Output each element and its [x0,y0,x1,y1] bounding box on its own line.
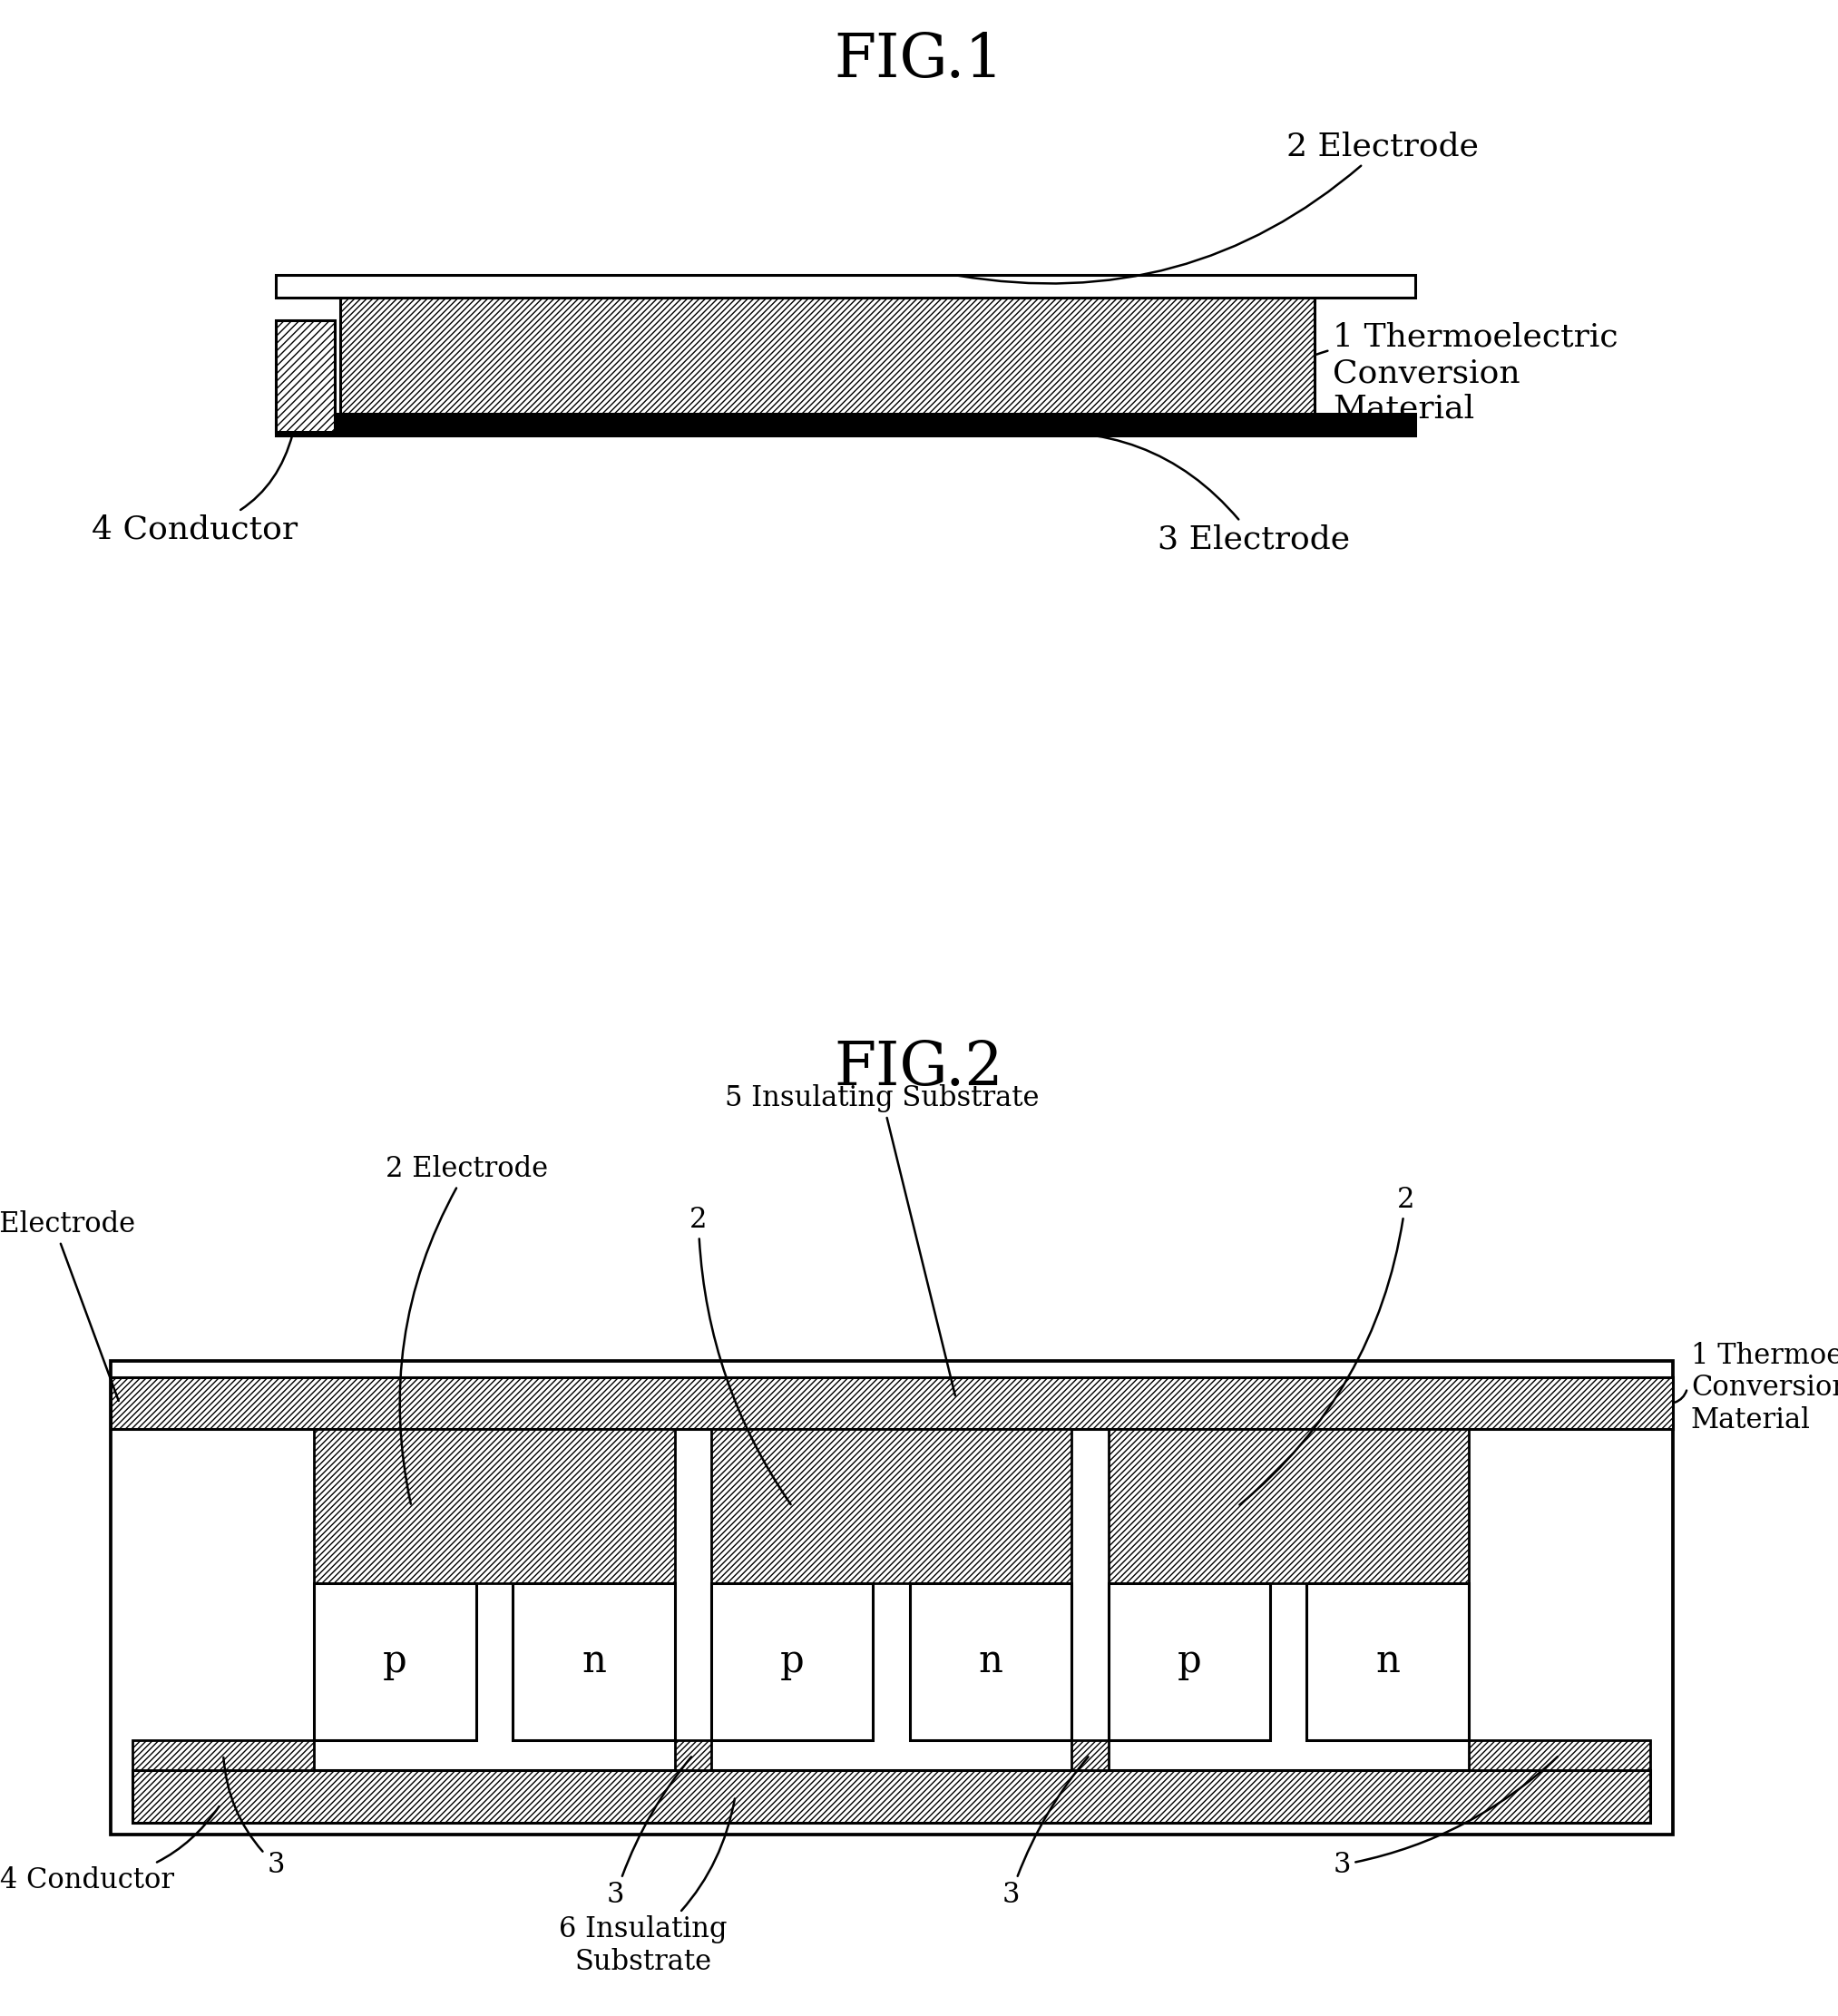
Bar [1072,1740,1108,1770]
Text: n: n [978,1643,1004,1681]
Bar [276,413,1415,435]
Text: 3: 3 [607,1756,691,1909]
Text: p: p [382,1643,408,1681]
Text: n: n [1375,1643,1401,1681]
Bar [110,1377,1673,1429]
Text: 1 Thermoelectric
Conversion
Material: 1 Thermoelectric Conversion Material [1691,1341,1838,1435]
Bar [276,274,1415,296]
Bar [340,296,1314,413]
Text: 6 Insulating
Substrate: 6 Insulating Substrate [559,1798,735,1976]
Text: 2: 2 [1239,1185,1415,1504]
Bar [132,1740,314,1770]
Text: 3: 3 [224,1758,285,1879]
Bar [314,1429,675,1585]
Text: 2 Electrode: 2 Electrode [958,131,1480,284]
Bar [110,1361,1673,1835]
Text: 4 Conductor: 4 Conductor [92,433,298,544]
Text: 3: 3 [1002,1756,1088,1909]
Text: FIG.2: FIG.2 [834,1038,1004,1097]
Text: FIG.1: FIG.1 [834,30,1004,89]
Text: 3 Electrode: 3 Electrode [0,1212,134,1401]
Bar [1307,1585,1469,1740]
Bar [675,1740,711,1770]
Bar [513,1585,675,1740]
Text: 3: 3 [1333,1756,1559,1879]
Bar [1469,1740,1651,1770]
Bar [1108,1429,1469,1585]
Text: 2: 2 [689,1206,790,1504]
Text: 4 Conductor: 4 Conductor [0,1806,219,1893]
Text: p: p [779,1643,805,1681]
Text: 3 Electrode: 3 Electrode [1013,431,1351,554]
Bar [276,321,335,431]
Bar [910,1585,1072,1740]
Text: n: n [581,1643,607,1681]
Text: p: p [1176,1643,1202,1681]
Bar [711,1429,1072,1585]
Bar [314,1585,476,1740]
Bar [132,1770,1651,1822]
Bar [1108,1585,1270,1740]
Bar [711,1585,873,1740]
Text: 5 Insulating Substrate: 5 Insulating Substrate [724,1085,1040,1395]
Text: 1 Thermoelectric
Conversion
Material: 1 Thermoelectric Conversion Material [1316,323,1617,423]
Text: 2 Electrode: 2 Electrode [386,1155,548,1504]
